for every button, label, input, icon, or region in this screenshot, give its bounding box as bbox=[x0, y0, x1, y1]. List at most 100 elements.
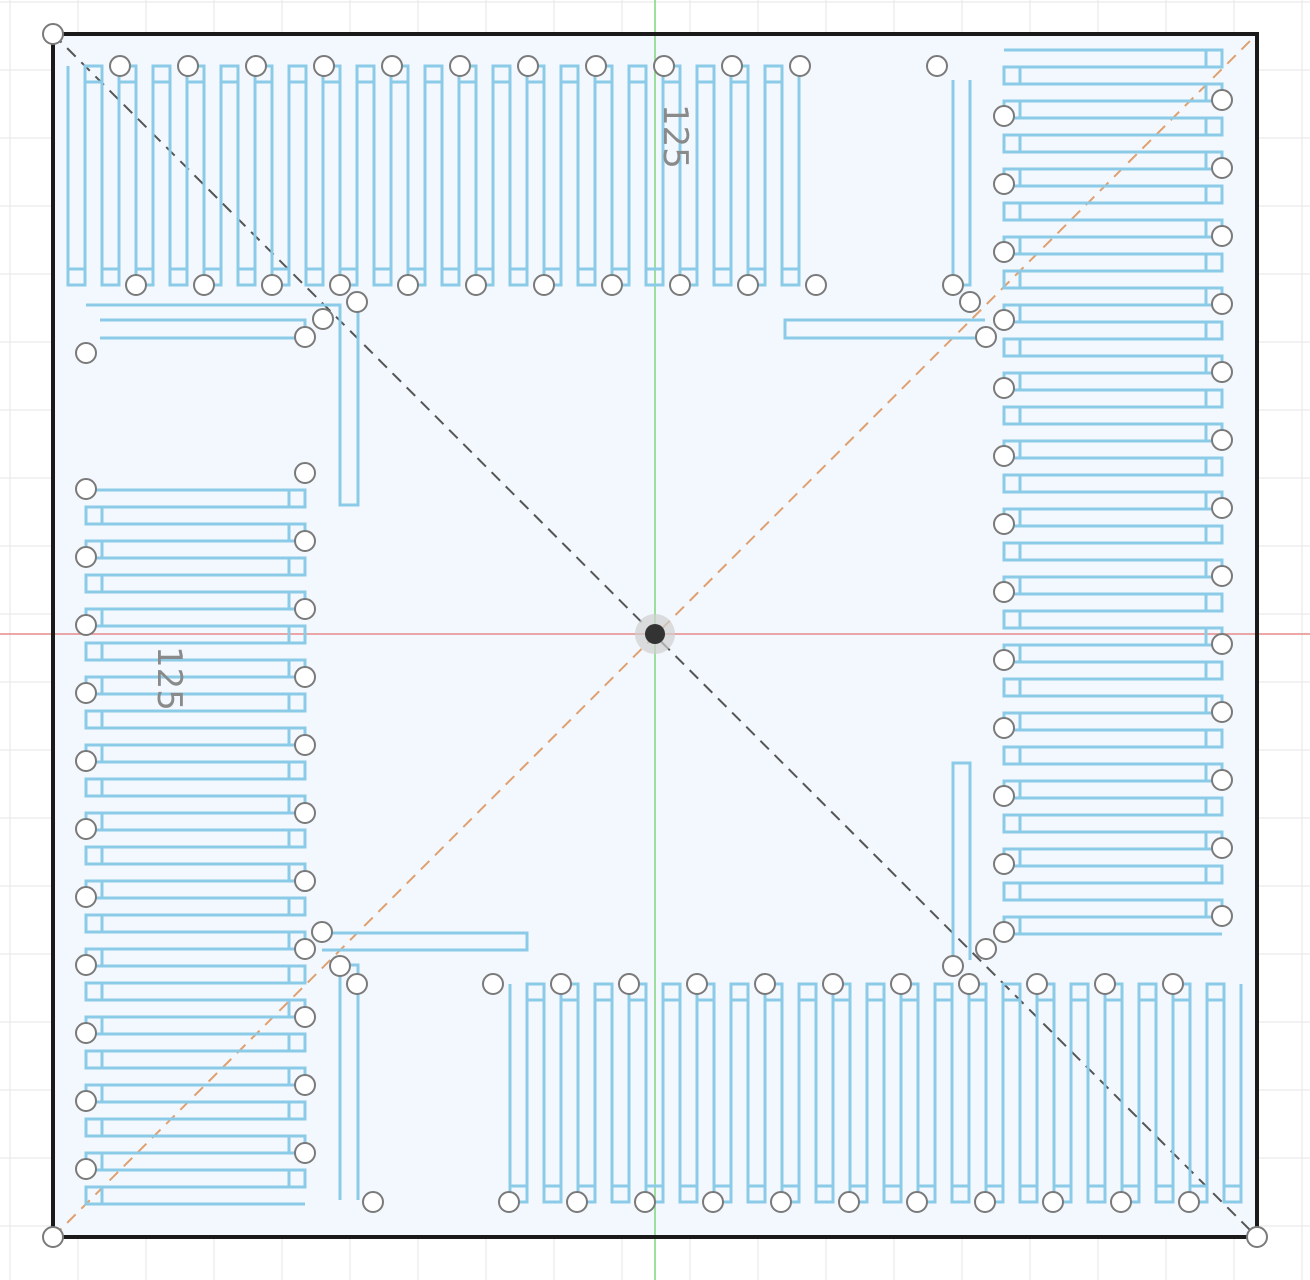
sketch-point-icon[interactable] bbox=[75, 818, 97, 840]
sketch-point-icon[interactable] bbox=[1211, 429, 1233, 451]
sketch-point-icon[interactable] bbox=[465, 274, 487, 296]
sketch-point-icon[interactable] bbox=[294, 530, 316, 552]
sketch-point-icon[interactable] bbox=[1211, 157, 1233, 179]
sketch-point-icon[interactable] bbox=[42, 23, 64, 45]
sketch-point-icon[interactable] bbox=[993, 649, 1015, 671]
sketch-point-icon[interactable] bbox=[1211, 361, 1233, 383]
sketch-point-icon[interactable] bbox=[754, 973, 776, 995]
sketch-point-icon[interactable] bbox=[1211, 837, 1233, 859]
sketch-point-icon[interactable] bbox=[498, 1191, 520, 1213]
trace-top-band[interactable] bbox=[66, 80, 801, 271]
sketch-point-icon[interactable] bbox=[566, 1191, 588, 1213]
trace-connector-top-right[interactable] bbox=[783, 318, 985, 340]
sketch-point-icon[interactable] bbox=[959, 291, 981, 313]
sketch-point-icon[interactable] bbox=[313, 55, 335, 77]
sketch-point-icon[interactable] bbox=[1211, 769, 1233, 791]
sketch-point-icon[interactable] bbox=[1211, 89, 1233, 111]
sketch-point-icon[interactable] bbox=[975, 326, 997, 348]
sketch-point-icon[interactable] bbox=[75, 1158, 97, 1180]
sketch-point-icon[interactable] bbox=[294, 666, 316, 688]
sketch-point-icon[interactable] bbox=[1211, 225, 1233, 247]
sketch-point-icon[interactable] bbox=[993, 921, 1015, 943]
sketch-point-icon[interactable] bbox=[906, 1191, 928, 1213]
sketch-point-icon[interactable] bbox=[838, 1191, 860, 1213]
sketch-point-icon[interactable] bbox=[789, 55, 811, 77]
sketch-point-icon[interactable] bbox=[1211, 905, 1233, 927]
sketch-point-icon[interactable] bbox=[942, 274, 964, 296]
trace-connector-bottom-left[interactable] bbox=[322, 931, 529, 952]
sketch-point-icon[interactable] bbox=[381, 55, 403, 77]
sketch-point-icon[interactable] bbox=[533, 274, 555, 296]
sketch-point-icon[interactable] bbox=[822, 973, 844, 995]
sketch-point-icon[interactable] bbox=[449, 55, 471, 77]
heater-traces[interactable] bbox=[66, 48, 1243, 1206]
sketch-point-icon[interactable] bbox=[1042, 1191, 1064, 1213]
sketch-point-icon[interactable] bbox=[1211, 497, 1233, 519]
sketch-point-icon[interactable] bbox=[993, 309, 1015, 331]
sketch-point-icon[interactable] bbox=[702, 1191, 724, 1213]
trace-bottom-band[interactable] bbox=[508, 998, 1243, 1188]
sketch-point-icon[interactable] bbox=[942, 955, 964, 977]
sketch-point-icon[interactable] bbox=[1178, 1191, 1200, 1213]
sketch-point-icon[interactable] bbox=[1110, 1191, 1132, 1213]
sketch-point-icon[interactable] bbox=[958, 973, 980, 995]
sketch-point-icon[interactable] bbox=[193, 274, 215, 296]
sketch-point-icon[interactable] bbox=[75, 750, 97, 772]
sketch-point-icon[interactable] bbox=[669, 274, 691, 296]
sketch-point-icon[interactable] bbox=[346, 973, 368, 995]
dimension-left[interactable]: 125 bbox=[149, 646, 189, 711]
sketch-point-icon[interactable] bbox=[585, 55, 607, 77]
dimension-top[interactable]: 125 bbox=[655, 104, 695, 169]
sketch-point-icon[interactable] bbox=[75, 682, 97, 704]
sketch-point-icon[interactable] bbox=[993, 105, 1015, 127]
sketch-point-icon[interactable] bbox=[362, 1191, 384, 1213]
sketch-point-icon[interactable] bbox=[926, 55, 948, 77]
sketch-point-icon[interactable] bbox=[993, 581, 1015, 603]
sketch-point-icon[interactable] bbox=[75, 886, 97, 908]
sketch-point-icon[interactable] bbox=[1026, 973, 1048, 995]
sketch-point-icon[interactable] bbox=[42, 1226, 64, 1248]
sketch-point-icon[interactable] bbox=[109, 55, 131, 77]
sketch-point-icon[interactable] bbox=[993, 445, 1015, 467]
sketch-point-icon[interactable] bbox=[75, 342, 97, 364]
sketch-point-icon[interactable] bbox=[294, 598, 316, 620]
sketch-point-icon[interactable] bbox=[1211, 565, 1233, 587]
sketch-points[interactable] bbox=[42, 23, 1268, 1248]
sketch-point-icon[interactable] bbox=[1211, 633, 1233, 655]
sketch-point-icon[interactable] bbox=[721, 55, 743, 77]
sketch-point-icon[interactable] bbox=[618, 973, 640, 995]
sketch-point-icon[interactable] bbox=[550, 973, 572, 995]
sketch-point-icon[interactable] bbox=[294, 734, 316, 756]
sketch-point-icon[interactable] bbox=[686, 973, 708, 995]
sketch-point-icon[interactable] bbox=[890, 973, 912, 995]
sketch-point-icon[interactable] bbox=[177, 55, 199, 77]
sketch-point-icon[interactable] bbox=[975, 938, 997, 960]
sketch-point-icon[interactable] bbox=[329, 955, 351, 977]
sketch-point-icon[interactable] bbox=[294, 802, 316, 824]
sketch-point-icon[interactable] bbox=[517, 55, 539, 77]
trace-connector-top-left[interactable] bbox=[86, 303, 360, 507]
sketch-point-icon[interactable] bbox=[311, 921, 333, 943]
sketch-point-icon[interactable] bbox=[993, 241, 1015, 263]
sketch-point-icon[interactable] bbox=[1162, 973, 1184, 995]
sketch-point-icon[interactable] bbox=[75, 954, 97, 976]
sketch-point-icon[interactable] bbox=[1094, 973, 1116, 995]
sketch-point-icon[interactable] bbox=[974, 1191, 996, 1213]
trace-left-band[interactable] bbox=[100, 488, 291, 1206]
sketch-point-icon[interactable] bbox=[770, 1191, 792, 1213]
sketch-point-icon[interactable] bbox=[75, 614, 97, 636]
sketch-point-icon[interactable] bbox=[993, 853, 1015, 875]
origin-point-icon[interactable] bbox=[645, 624, 665, 644]
sketch-point-icon[interactable] bbox=[805, 274, 827, 296]
trace-right-band[interactable] bbox=[1018, 48, 1208, 936]
sketch-point-icon[interactable] bbox=[653, 55, 675, 77]
sketch-point-icon[interactable] bbox=[75, 1022, 97, 1044]
sketch-point-icon[interactable] bbox=[75, 546, 97, 568]
sketch-point-icon[interactable] bbox=[993, 377, 1015, 399]
sketch-point-icon[interactable] bbox=[312, 308, 334, 330]
sketch-point-icon[interactable] bbox=[993, 173, 1015, 195]
trace-connector-right-lower[interactable] bbox=[951, 761, 972, 960]
sheet-outline[interactable] bbox=[51, 32, 1259, 1239]
